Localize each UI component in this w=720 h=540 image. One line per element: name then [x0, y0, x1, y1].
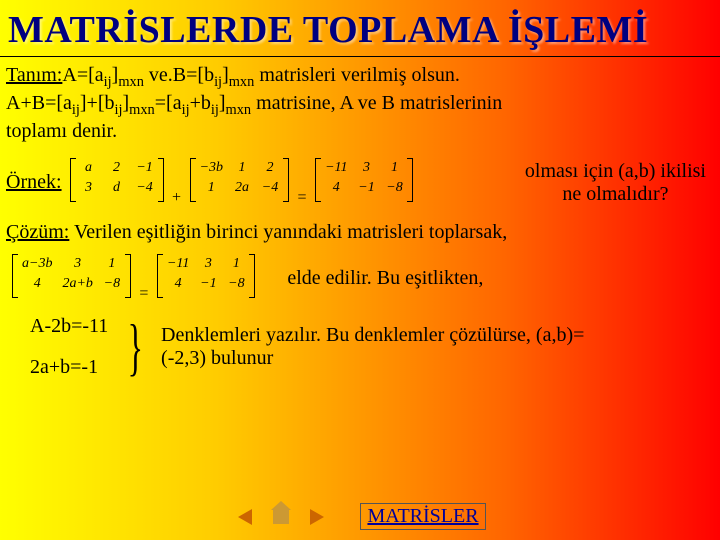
definition-label: Tanım:: [6, 64, 62, 86]
equation-list: A-2b=-11 2a+b=-1: [30, 315, 108, 379]
t: ij: [72, 102, 80, 118]
t: =[a: [155, 92, 182, 114]
solution-line: Çözüm: Verilen eşitliğin birinci yanında…: [0, 211, 720, 248]
t: toplamı denir.: [6, 120, 117, 142]
result-matrices: a−3b3142a+b−8 = −11314−1−8: [10, 254, 257, 303]
example-matrices: a2−13d−4 + −3b1212a−4 = −11314−1−8: [68, 158, 416, 207]
prev-button[interactable]: [234, 508, 256, 526]
t: +b: [190, 92, 211, 114]
home-button[interactable]: [270, 508, 292, 526]
t: ij: [182, 102, 190, 118]
t: mxn: [118, 74, 144, 90]
t: matrisine, A ve B matrislerinin: [251, 92, 502, 114]
t: A+B=[a: [6, 92, 72, 114]
definition-block: Tanım:A=[aij]mxn ve.B=[bij]mxn matrisler…: [0, 57, 720, 150]
t: ]: [222, 64, 229, 86]
triangle-left-icon: [238, 509, 252, 525]
example-row: Örnek: a2−13d−4 + −3b1212a−4 = −11314−1−…: [0, 150, 720, 211]
page-title: MATRİSLERDE TOPLAMA İŞLEMİ: [0, 0, 720, 56]
t: mxn: [229, 74, 255, 90]
result-text: elde edilir. Bu eşitlikten,: [287, 267, 483, 290]
example-question: olması için (a,b) ikilisine olmalıdır?: [525, 160, 712, 206]
t: mxn: [129, 102, 155, 118]
t: ve.B=[b: [144, 64, 214, 86]
solution-label: Çözüm:: [6, 221, 69, 243]
t: ]: [219, 92, 226, 114]
t: ]+[b: [80, 92, 115, 114]
equation-text: Denklemleri yazılır. Bu denklemler çözül…: [161, 324, 591, 370]
t: mxn: [226, 102, 252, 118]
t: ij: [211, 102, 219, 118]
result-row: a−3b3142a+b−8 = −11314−1−8 elde edilir. …: [0, 248, 720, 309]
equation-block: A-2b=-11 2a+b=-1 } Denklemleri yazılır. …: [0, 309, 720, 385]
t: A=[a: [62, 64, 103, 86]
example-label: Örnek:: [6, 171, 62, 194]
t: ij: [104, 74, 112, 90]
home-icon: [273, 510, 289, 524]
matrisler-link[interactable]: MATRİSLER: [360, 503, 485, 530]
t: ij: [214, 74, 222, 90]
t: matrisleri verilmiş olsun.: [254, 64, 460, 86]
equation-2: 2a+b=-1: [30, 356, 108, 379]
equation-1: A-2b=-11: [30, 315, 108, 338]
triangle-right-icon: [310, 509, 324, 525]
footer-nav: MATRİSLER: [0, 503, 720, 530]
brace-icon: }: [128, 320, 143, 374]
next-button[interactable]: [306, 508, 328, 526]
t: ij: [115, 102, 123, 118]
t: Verilen eşitliğin birinci yanındaki matr…: [69, 221, 507, 243]
